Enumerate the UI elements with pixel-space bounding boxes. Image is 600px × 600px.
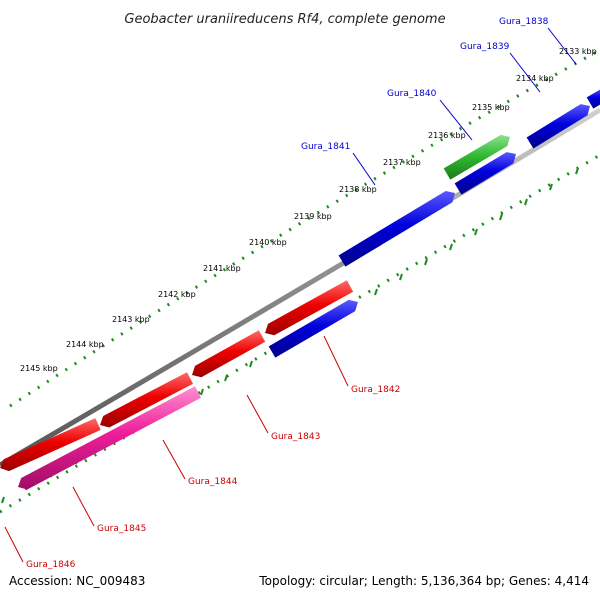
scale-tick <box>499 213 503 221</box>
gene-arrow-gura-1842[interactable] <box>268 299 358 358</box>
gene-arrow-gura-1844[interactable] <box>100 372 193 428</box>
scale-tick <box>424 258 428 266</box>
leader-line <box>162 439 186 480</box>
gene-label-gura-1840: Gura_1840 <box>387 89 437 99</box>
scale-tick <box>224 374 228 382</box>
tick-label-2136: 2136 kbp <box>428 131 466 140</box>
gene-label-gura-1839: Gura_1839 <box>460 42 510 52</box>
scale-tick <box>449 243 453 251</box>
outer-dotted-track <box>9 48 600 408</box>
gene-arrow-gura-1840[interactable] <box>443 134 510 180</box>
tick-label-2137: 2137 kbp <box>383 158 421 167</box>
tick-label-2139: 2139 kbp <box>294 212 332 221</box>
gene-arrow-gura-1841[interactable] <box>454 152 516 195</box>
leader-line <box>323 335 349 387</box>
tick-label-2133: 2133 kbp <box>559 47 597 56</box>
gene-label-gura-1843: Gura_1843 <box>271 432 320 442</box>
tick-label-2145: 2145 kbp <box>20 364 58 373</box>
gene-arrow-gura-1845[interactable] <box>18 386 201 490</box>
genome-backbone <box>0 107 600 468</box>
gene-label-gura-1845: Gura_1845 <box>97 524 146 534</box>
scale-tick <box>1 496 5 504</box>
gene-arrow-gura-1841[interactable] <box>338 191 455 267</box>
leader-line <box>547 27 577 65</box>
gene-arrows <box>0 88 600 490</box>
gene-label-gura-1846: Gura_1846 <box>26 560 76 570</box>
gene-label-gura-1841: Gura_1841 <box>301 142 350 152</box>
gene-label-gura-1844: Gura_1844 <box>188 477 238 487</box>
gene-labels: Gura_1838 Gura_1839 Gura_1840 Gura_1841 … <box>26 17 549 570</box>
tick-label-2144: 2144 kbp <box>66 340 104 349</box>
gene-label-gura-1838: Gura_1838 <box>499 17 549 27</box>
gene-label-gura-1842: Gura_1842 <box>351 385 400 395</box>
tick-label-2138: 2138 kbp <box>339 185 377 194</box>
tick-labels: 2133 kbp 2134 kbp 2135 kbp 2136 kbp 2137… <box>20 47 597 373</box>
scale-tick <box>549 183 553 191</box>
map-title: Geobacter uraniireducens Rf4, complete g… <box>124 12 445 27</box>
gene-arrow-gura-1838[interactable] <box>586 88 600 109</box>
leader-line <box>246 394 269 434</box>
leader-line <box>4 526 24 563</box>
gene-arrow-gura-1843[interactable] <box>265 280 354 336</box>
gene-arrow-gura-1846[interactable] <box>0 418 101 472</box>
scale-tick <box>200 388 204 396</box>
leader-line <box>72 486 95 527</box>
topology-text: Topology: circular; Length: 5,136,364 bp… <box>258 574 589 588</box>
tick-label-2141: 2141 kbp <box>203 264 241 273</box>
gene-arrow-gura-1839[interactable] <box>526 104 590 149</box>
gene-leaders <box>4 27 577 563</box>
scale-tick <box>575 167 579 175</box>
scale-tick <box>374 288 378 296</box>
scale-tick <box>399 273 403 281</box>
accession-text: Accession: NC_009483 <box>9 574 145 588</box>
leader-line <box>352 152 376 186</box>
tick-label-2135: 2135 kbp <box>472 103 510 112</box>
tick-label-2143: 2143 kbp <box>112 315 150 324</box>
tick-label-2134: 2134 kbp <box>516 74 554 83</box>
scale-tick <box>524 198 528 206</box>
gene-arrow-gura-1843[interactable] <box>192 330 266 378</box>
leader-line <box>439 99 473 141</box>
tick-label-2142: 2142 kbp <box>158 290 196 299</box>
scale-tick <box>249 360 253 368</box>
leader-line <box>509 52 541 93</box>
tick-label-2140: 2140 kbp <box>249 238 287 247</box>
scale-tick <box>474 228 478 236</box>
